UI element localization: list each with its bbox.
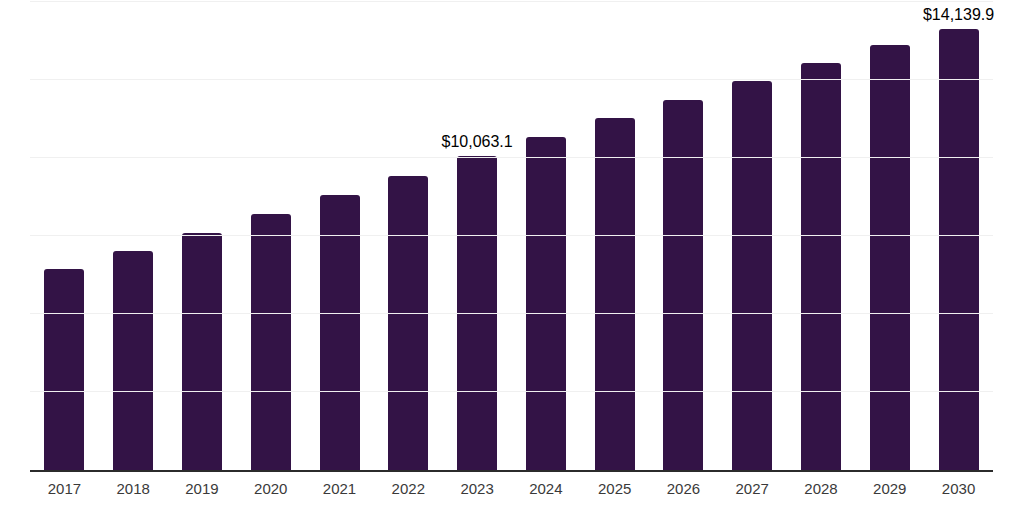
bar-2028 (801, 63, 841, 470)
data-label-2023: $10,063.1 (441, 134, 512, 150)
x-tick-2026: 2026 (649, 480, 718, 497)
x-tick-2021: 2021 (305, 480, 374, 497)
bar-2027 (732, 81, 772, 470)
bar-2019 (182, 233, 222, 470)
x-tick-2030: 2030 (924, 480, 993, 497)
gridline-7500 (30, 235, 993, 236)
x-tick-2027: 2027 (718, 480, 787, 497)
bar-2025 (595, 118, 635, 470)
gridline-15000 (30, 1, 993, 2)
bar-2030 (939, 29, 979, 470)
bar-2018 (113, 251, 153, 470)
x-tick-2025: 2025 (580, 480, 649, 497)
bar-2022 (388, 176, 428, 470)
x-tick-2022: 2022 (374, 480, 443, 497)
plot-area: $10,063.1 $14,139.9 (30, 1, 993, 472)
gridline-5000 (30, 313, 993, 314)
x-tick-2019: 2019 (168, 480, 237, 497)
bar-2024 (526, 137, 566, 470)
x-tick-2020: 2020 (236, 480, 305, 497)
data-label-2030: $14,139.9 (923, 7, 994, 23)
x-tick-2029: 2029 (855, 480, 924, 497)
x-tick-2023: 2023 (443, 480, 512, 497)
bar-2026 (663, 100, 703, 470)
x-tick-2024: 2024 (511, 480, 580, 497)
gridline-2500 (30, 391, 993, 392)
bar-2020 (251, 214, 291, 470)
gridline-12500 (30, 79, 993, 80)
x-tick-2028: 2028 (787, 480, 856, 497)
bar-2017 (44, 269, 84, 470)
gridline-10000 (30, 157, 993, 158)
bar-2029 (870, 45, 910, 470)
x-tick-2018: 2018 (99, 480, 168, 497)
bar-chart: $10,063.1$14,139.9 201720182019202020212… (0, 0, 1024, 512)
x-tick-2017: 2017 (30, 480, 99, 497)
x-axis-labels: 2017201820192020202120222023202420252026… (30, 480, 993, 497)
